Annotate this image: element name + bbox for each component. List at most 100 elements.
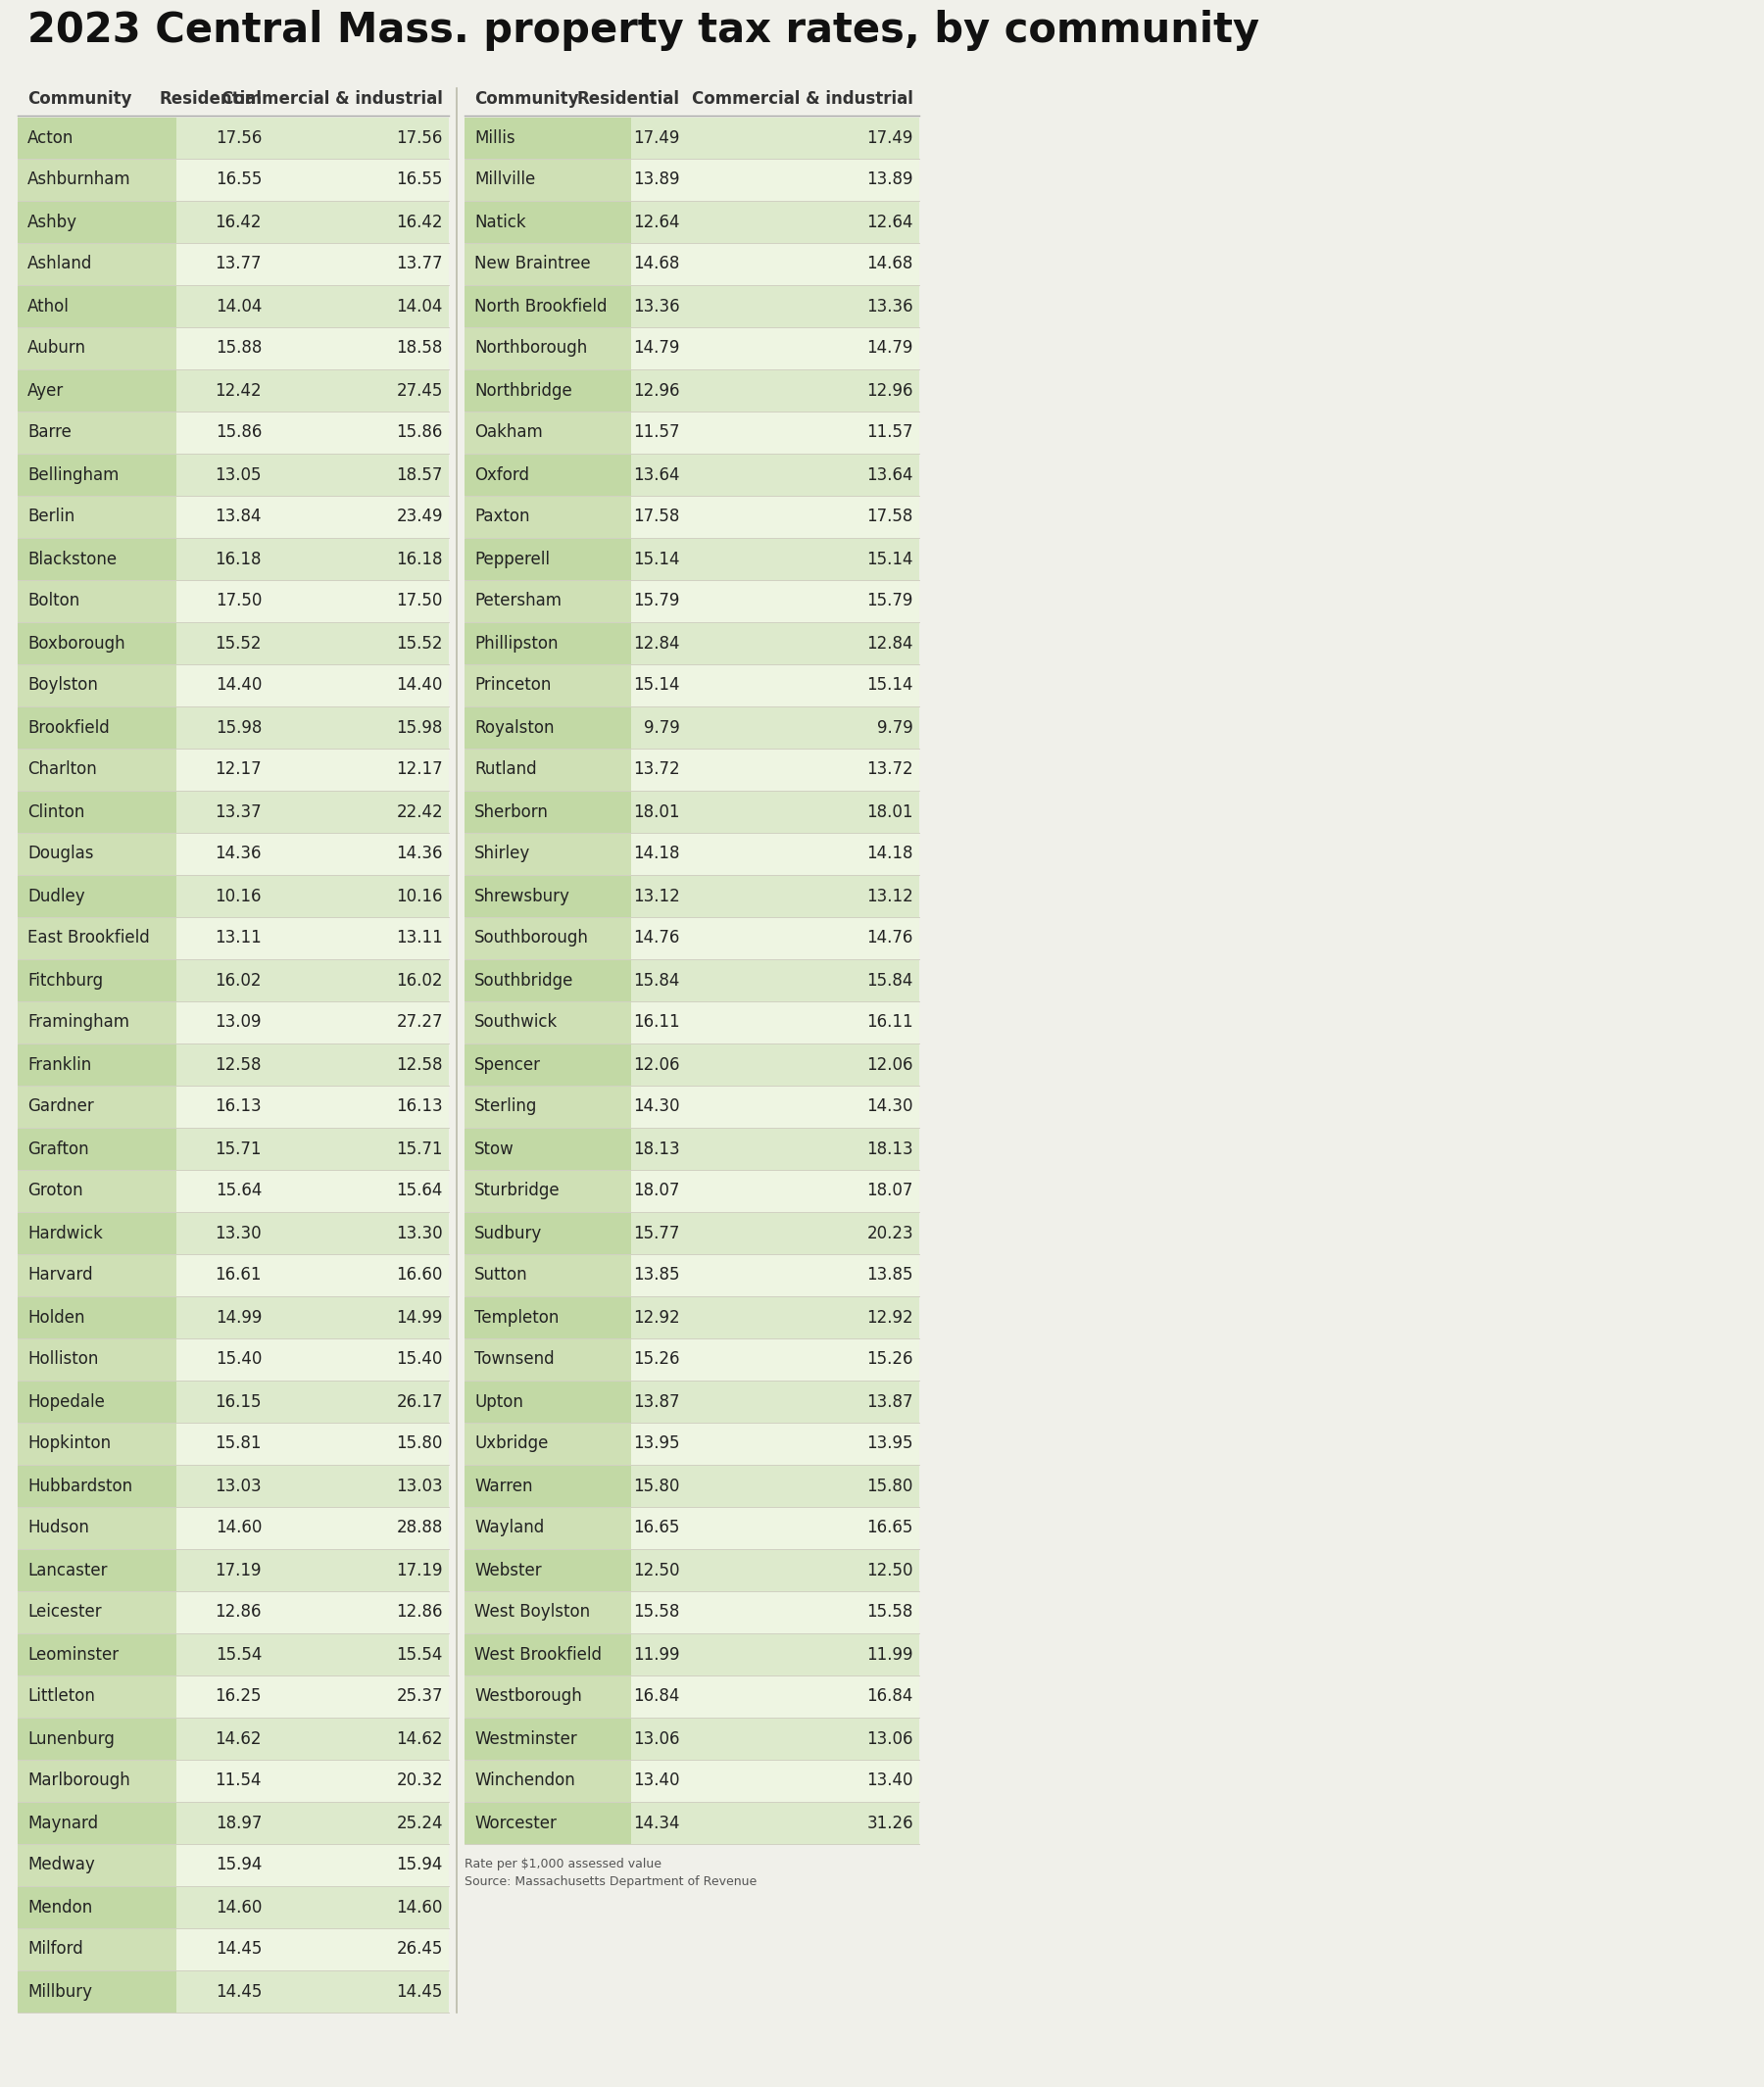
Text: 15.71: 15.71 [397,1140,443,1158]
Text: 16.55: 16.55 [397,171,443,188]
Text: 13.95: 13.95 [633,1436,681,1453]
Text: 16.11: 16.11 [866,1014,914,1031]
Text: New Braintree: New Braintree [475,255,591,273]
Bar [18,455,448,497]
Text: 14.45: 14.45 [215,1983,261,1999]
Text: Uxbridge: Uxbridge [475,1436,549,1453]
Text: 15.86: 15.86 [397,424,443,442]
Text: 14.60: 14.60 [397,1899,443,1916]
Bar [464,791,919,833]
Bar [464,538,919,580]
Bar [464,707,919,749]
Text: 13.30: 13.30 [397,1225,443,1242]
Bar [464,1171,632,1213]
Text: 15.86: 15.86 [215,424,261,442]
Text: 14.76: 14.76 [633,929,681,947]
Bar [18,1928,448,1970]
Bar [464,1382,632,1423]
Text: Source: Massachusetts Department of Revenue: Source: Massachusetts Department of Reve… [464,1876,757,1889]
Text: 15.58: 15.58 [866,1603,914,1622]
Bar [464,580,919,622]
Text: 13.11: 13.11 [397,929,443,947]
Text: 12.50: 12.50 [866,1561,914,1580]
Text: Wayland: Wayland [475,1519,543,1536]
Bar [464,835,632,874]
Text: Charlton: Charlton [28,762,97,778]
Bar [18,1592,448,1634]
Text: 12.58: 12.58 [397,1056,443,1073]
Text: Residential: Residential [159,90,261,109]
Text: 14.99: 14.99 [215,1309,261,1325]
Text: Ashburnham: Ashburnham [28,171,131,188]
Bar [464,1044,632,1085]
Text: 14.34: 14.34 [633,1814,681,1832]
Bar [464,369,632,411]
Bar [464,1087,919,1127]
Text: Lancaster: Lancaster [28,1561,108,1580]
Text: Sterling: Sterling [475,1098,538,1117]
Text: 14.79: 14.79 [866,340,914,357]
Text: Sudbury: Sudbury [475,1225,542,1242]
Bar [18,1803,176,1845]
Text: Millbury: Millbury [28,1983,92,1999]
Text: 14.45: 14.45 [215,1941,261,1958]
Bar [18,749,176,791]
Text: 10.16: 10.16 [215,887,261,906]
Text: Boylston: Boylston [28,676,97,695]
Bar [464,749,919,791]
Text: 14.18: 14.18 [633,845,681,862]
Bar [464,1423,632,1465]
Text: 23.49: 23.49 [397,507,443,526]
Text: 20.23: 20.23 [866,1225,914,1242]
Text: Sherborn: Sherborn [475,803,549,820]
Bar [18,1087,176,1127]
Text: Framingham: Framingham [28,1014,129,1031]
Bar [18,835,448,874]
Bar [18,1551,448,1590]
Text: Millville: Millville [475,171,534,188]
Text: 2023 Central Mass. property tax rates, by community: 2023 Central Mass. property tax rates, b… [28,10,1259,50]
Text: 16.42: 16.42 [397,213,443,232]
Text: Ashby: Ashby [28,213,78,232]
Bar [464,1718,632,1759]
Text: 16.02: 16.02 [215,970,261,989]
Bar [464,1592,632,1634]
Bar [464,1213,632,1254]
Text: 14.76: 14.76 [866,929,914,947]
Text: 11.57: 11.57 [633,424,681,442]
Bar [18,1171,448,1213]
Bar [18,1761,448,1801]
Bar [464,497,632,538]
Text: Hudson: Hudson [28,1519,88,1536]
Text: Bolton: Bolton [28,593,79,609]
Bar [18,497,448,538]
Bar [464,1002,919,1044]
Text: 15.94: 15.94 [397,1855,443,1874]
Bar [464,1087,632,1127]
Text: 17.19: 17.19 [397,1561,443,1580]
Bar [18,1845,448,1887]
Text: 15.54: 15.54 [215,1645,261,1663]
Text: Community: Community [28,90,132,109]
Text: 14.60: 14.60 [215,1899,261,1916]
Text: 15.84: 15.84 [866,970,914,989]
Text: Berlin: Berlin [28,507,74,526]
Text: 15.80: 15.80 [633,1478,681,1494]
Text: 13.09: 13.09 [215,1014,261,1031]
Text: Medway: Medway [28,1855,95,1874]
Text: 12.17: 12.17 [215,762,261,778]
Bar [464,749,632,791]
Bar [464,1213,919,1254]
Bar [464,1298,919,1338]
Text: 14.04: 14.04 [397,296,443,315]
Bar [18,707,448,749]
Bar [18,1382,448,1423]
Text: 13.84: 13.84 [215,507,261,526]
Text: 31.26: 31.26 [866,1814,914,1832]
Bar [18,1887,176,1928]
Text: 15.14: 15.14 [633,551,681,568]
Text: Holliston: Holliston [28,1350,99,1369]
Text: 27.27: 27.27 [397,1014,443,1031]
Text: 14.68: 14.68 [633,255,681,273]
Text: 15.64: 15.64 [397,1181,443,1200]
